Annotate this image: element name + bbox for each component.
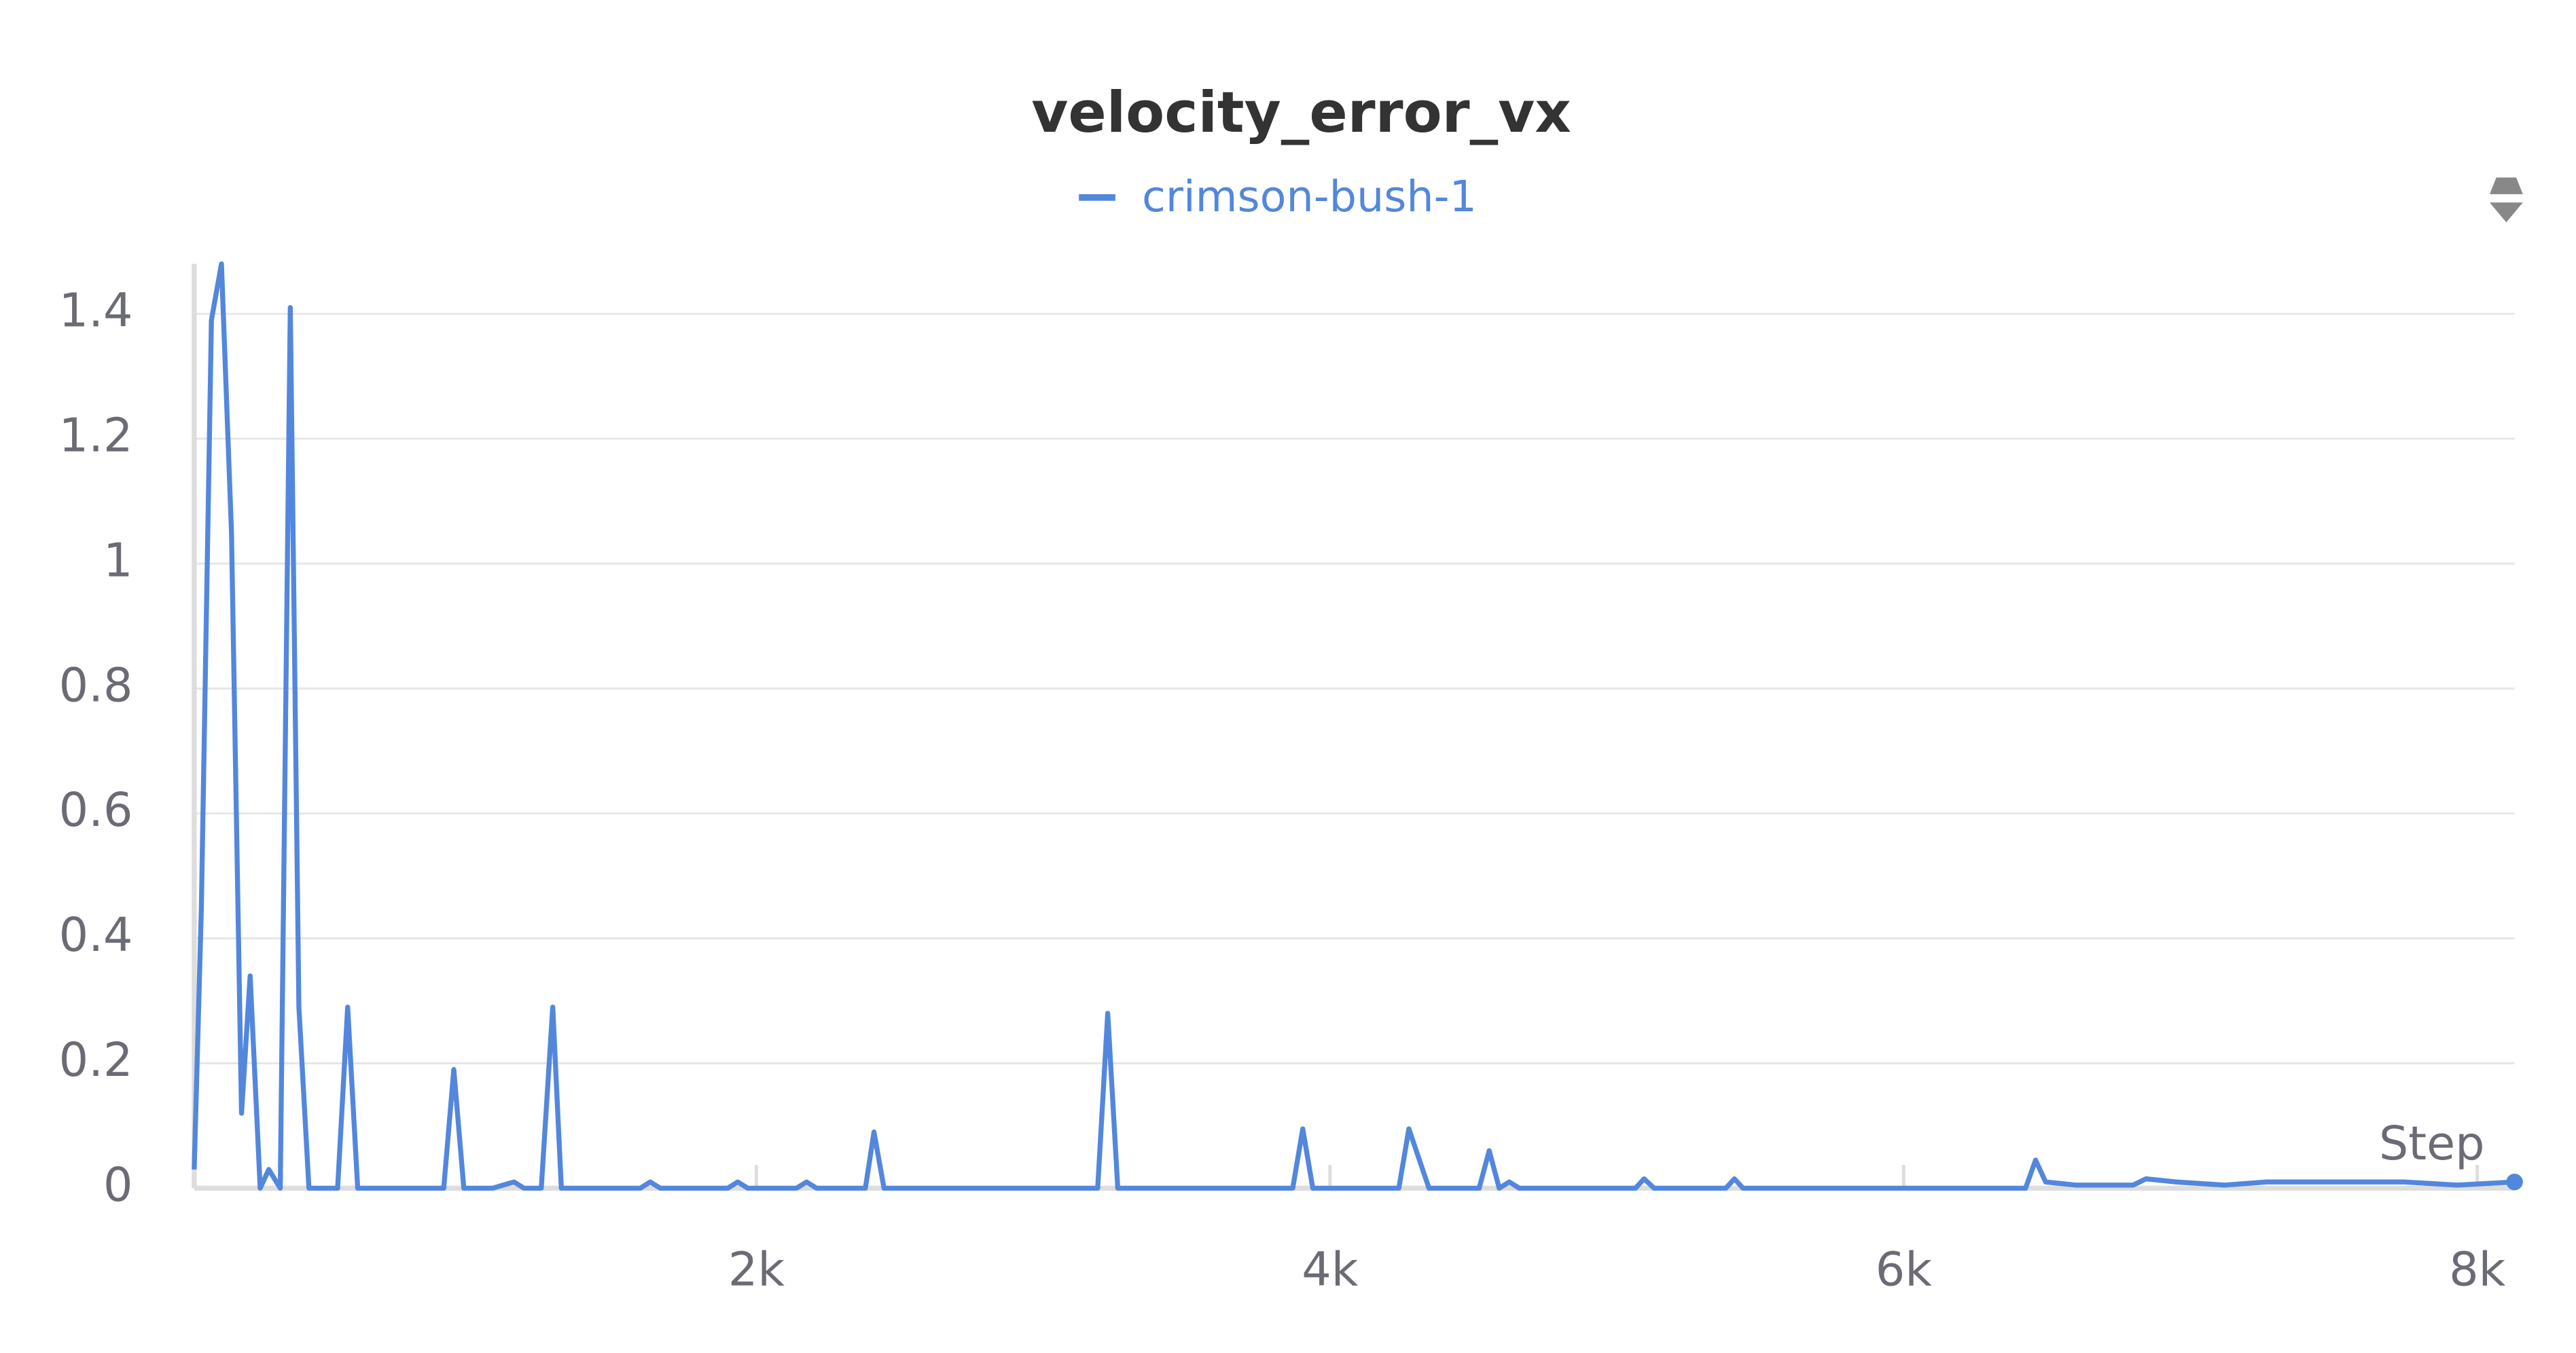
y-tick-label: 1 — [103, 534, 133, 588]
y-tick-label: 0.8 — [59, 659, 133, 712]
y-tick-label: 1.2 — [59, 409, 133, 463]
y-tick-label: 1.4 — [59, 285, 133, 338]
y-tick-label: 0.6 — [59, 784, 133, 837]
last-point — [2506, 1173, 2523, 1191]
legend-label: crimson-bush-1 — [1142, 171, 1477, 221]
x-axis-label: Step — [2379, 1117, 2485, 1171]
x-tick-label: 8k — [2449, 1244, 2506, 1297]
x-tick-label: 2k — [728, 1244, 785, 1297]
data-line — [192, 261, 2515, 1191]
icon-up — [2489, 177, 2523, 194]
y-tick-label: 0 — [103, 1159, 133, 1212]
chart-title: velocity_error_vx — [1031, 79, 1571, 145]
x-tick-label: 4k — [1302, 1244, 1359, 1297]
y-tick-label: 0.2 — [59, 1034, 133, 1087]
x-tick-label: 6k — [1876, 1244, 1933, 1297]
y-tick-label: 0.4 — [59, 909, 133, 962]
icon-down — [2489, 202, 2523, 223]
menu-icon[interactable] — [2489, 177, 2523, 223]
